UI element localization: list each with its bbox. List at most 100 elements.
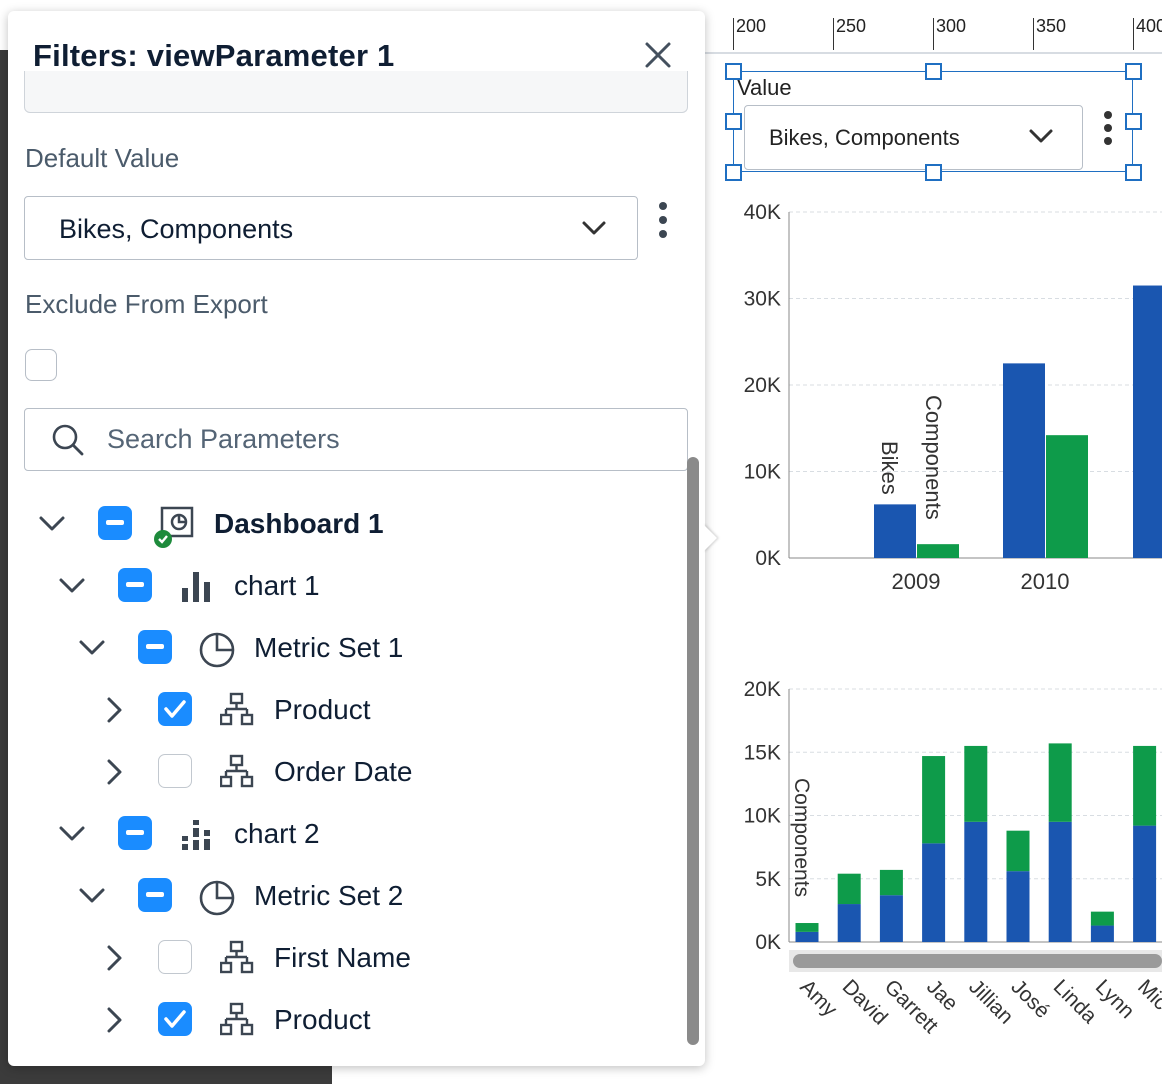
tree-item-label: First Name <box>274 942 411 973</box>
bar-bikes-2009 <box>874 504 916 558</box>
bar-components-Linda <box>1048 743 1072 822</box>
search-parameters-field[interactable]: Search Parameters <box>24 408 688 471</box>
dashboard-icon <box>154 506 194 548</box>
tree-item-order-date[interactable]: Order Date <box>96 747 636 797</box>
annotation-components: Components <box>790 778 813 897</box>
bar-bikes-2010 <box>1003 363 1045 558</box>
resize-handle[interactable] <box>725 113 742 130</box>
ruler-tick <box>833 18 834 50</box>
bar-components-David <box>837 873 861 905</box>
chevron-right-icon[interactable] <box>102 695 126 725</box>
previous-field[interactable] <box>24 71 688 113</box>
tree-item-label: Product <box>274 694 371 725</box>
bar-bikes-Jae <box>922 843 946 942</box>
x-tick-label: 2009 <box>892 569 941 594</box>
y-tick-label: 10K <box>744 461 781 484</box>
bar-components-José <box>1006 830 1030 872</box>
chevron-down-icon <box>582 221 606 235</box>
tree-checkbox[interactable] <box>138 878 172 912</box>
tree-item-label: Product <box>274 1004 371 1035</box>
checkmark-icon <box>164 700 186 718</box>
resize-handle[interactable] <box>1125 164 1142 181</box>
tree-checkbox-unchecked[interactable] <box>158 940 192 974</box>
chart-1[interactable]: 0K10K20K30K40K200920102BikesComponents <box>705 195 1162 605</box>
chevron-right-icon[interactable] <box>102 943 126 973</box>
series-label-components: Components <box>921 395 946 520</box>
tree-item-dashboard-1[interactable]: Dashboard 1 <box>36 499 636 549</box>
y-tick-label: 20K <box>744 678 781 701</box>
chevron-down-icon[interactable] <box>76 633 108 663</box>
bar-components-Jae <box>922 756 946 844</box>
selection-box[interactable] <box>733 71 1133 172</box>
tree-checkbox-unchecked[interactable] <box>158 754 192 788</box>
kebab-menu-icon[interactable] <box>1101 110 1115 154</box>
x-tick-label: Amy <box>795 975 841 1021</box>
tree-checkbox[interactable] <box>98 506 132 540</box>
bar-bikes-Linda <box>1048 821 1072 942</box>
tree-item-first-name[interactable]: First Name <box>96 933 636 983</box>
resize-handle[interactable] <box>1125 113 1142 130</box>
resize-handle[interactable] <box>725 164 742 181</box>
bar-bikes-Garrett <box>879 895 903 942</box>
close-icon[interactable] <box>642 39 674 71</box>
tree-item-metric-set-2[interactable]: Metric Set 2 <box>76 871 636 921</box>
bar-bikes-José <box>1006 871 1030 942</box>
bar-components-2009 <box>917 544 959 558</box>
tree-item-metric-set-1[interactable]: Metric Set 1 <box>76 623 636 673</box>
y-tick-label: 10K <box>744 805 781 828</box>
x-tick-label: 2010 <box>1021 569 1070 594</box>
tree-checkbox[interactable] <box>118 568 152 602</box>
ruler-label: 250 <box>836 16 867 36</box>
pie-chart-icon <box>199 632 235 668</box>
bar-components-Lynn <box>1090 911 1114 926</box>
bar-components-Garrett <box>879 869 903 896</box>
y-tick-label: 5K <box>755 868 781 891</box>
kebab-menu-icon[interactable] <box>656 201 670 245</box>
canvas-filter-dropdown[interactable]: Bikes, Components <box>744 105 1083 170</box>
tree-item-label: chart 1 <box>234 570 320 601</box>
chevron-down-icon[interactable] <box>56 819 88 849</box>
bar-bikes-Jillian <box>964 821 988 942</box>
tree-checkbox-checked[interactable] <box>158 692 192 726</box>
y-tick-label: 0K <box>755 547 781 570</box>
default-value-label: Default Value <box>25 143 180 173</box>
chevron-right-icon[interactable] <box>102 757 126 787</box>
ruler-label: 350 <box>1036 16 1067 36</box>
tree-checkbox[interactable] <box>138 630 172 664</box>
bar-chart-icon <box>182 572 210 602</box>
x-tick-label: Linda <box>1049 975 1102 1028</box>
chevron-down-icon <box>1029 129 1053 143</box>
tree-checkbox-checked[interactable] <box>158 1002 192 1036</box>
tree-item-label: Metric Set 1 <box>254 632 404 663</box>
default-value-dropdown[interactable]: Bikes, Components <box>24 196 638 260</box>
bar-bikes-Amy <box>795 931 819 942</box>
chevron-down-icon[interactable] <box>36 509 68 539</box>
ruler-tick <box>933 18 934 50</box>
tree-item-chart-2[interactable]: chart 2 <box>56 809 636 859</box>
exclude-from-export-checkbox[interactable] <box>25 349 57 381</box>
resize-handle[interactable] <box>1125 63 1142 80</box>
scrollbar[interactable] <box>687 457 699 1045</box>
chevron-down-icon[interactable] <box>76 881 108 911</box>
bar-bikes-David <box>837 904 861 942</box>
exclude-from-export-label: Exclude From Export <box>25 289 268 319</box>
tree-checkbox[interactable] <box>118 816 152 850</box>
panel-pointer <box>703 524 717 552</box>
x-tick-label: David <box>838 975 892 1029</box>
y-tick-label: 30K <box>744 288 781 311</box>
hierarchy-icon <box>220 754 254 788</box>
x-tick-label: Jillian <box>964 975 1017 1028</box>
tree-item-chart-1[interactable]: chart 1 <box>56 561 636 611</box>
ruler-tick <box>1033 18 1034 50</box>
tree-item-product[interactable]: Product <box>96 995 636 1045</box>
resize-handle[interactable] <box>725 63 742 80</box>
chevron-right-icon[interactable] <box>102 1005 126 1035</box>
ruler-label: 400 <box>1136 16 1162 36</box>
default-value-text: Bikes, Components <box>59 214 294 244</box>
resize-handle[interactable] <box>925 63 942 80</box>
tree-item-product[interactable]: Product <box>96 685 636 735</box>
chevron-down-icon[interactable] <box>56 571 88 601</box>
resize-handle[interactable] <box>925 164 942 181</box>
hierarchy-icon <box>220 692 254 726</box>
